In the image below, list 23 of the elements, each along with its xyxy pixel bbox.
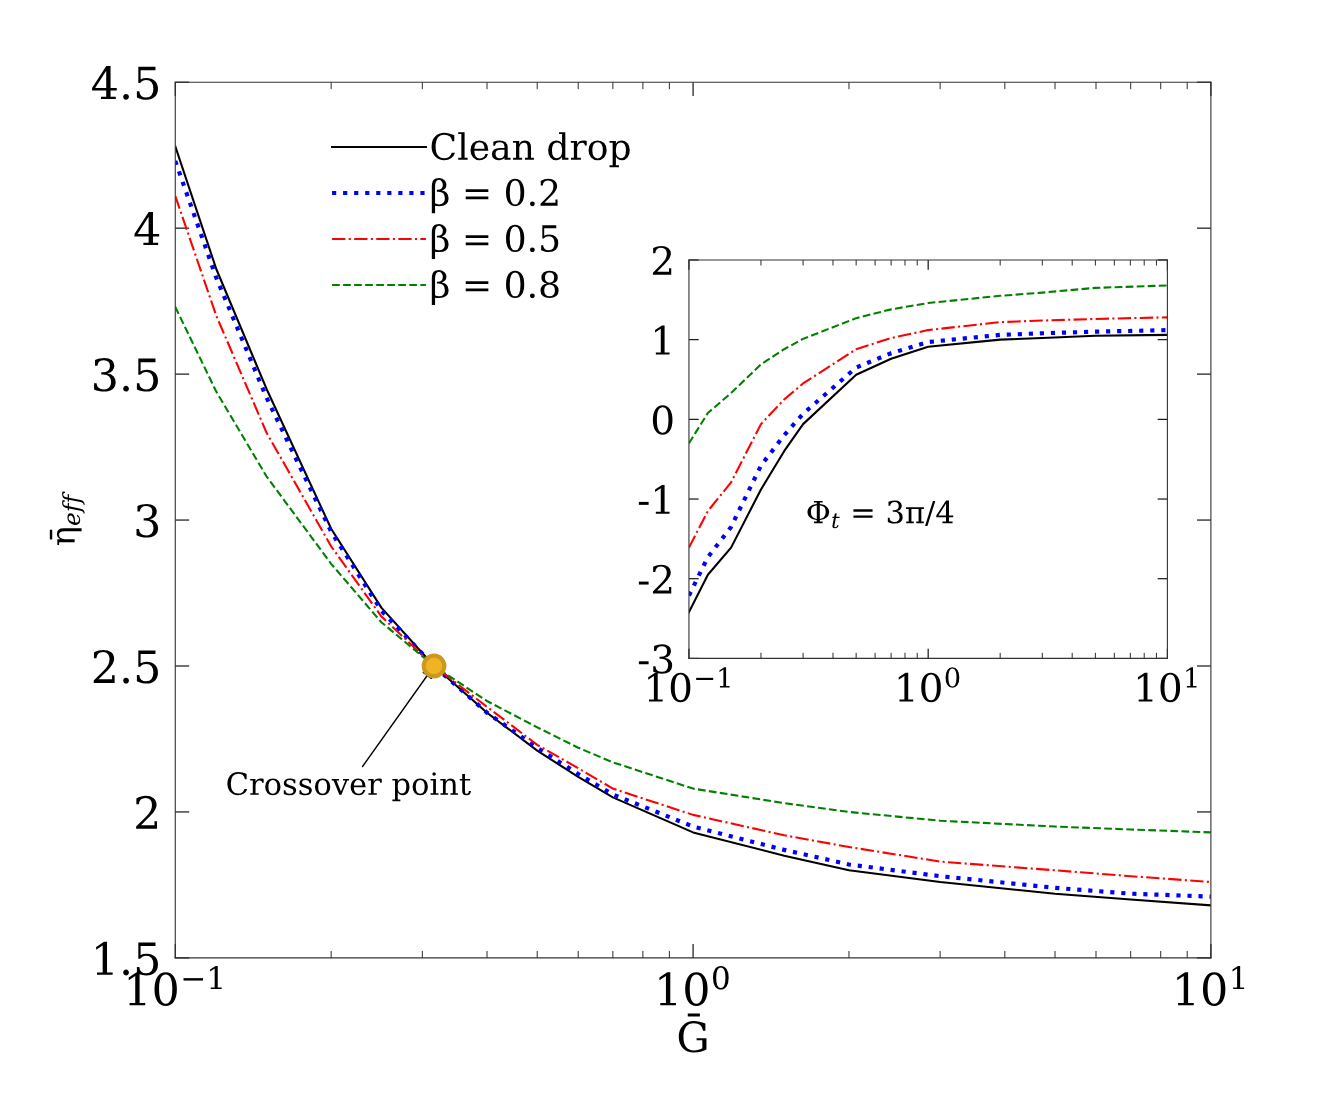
y-tick-label: -2 bbox=[638, 564, 672, 594]
y-tick-label: 4 bbox=[134, 212, 160, 246]
y-axis-title: η̄$_{eff}$ bbox=[49, 491, 85, 546]
x-tick-label: 10$^{1}$ bbox=[1177, 966, 1245, 1006]
legend-label: β = 0.2 bbox=[431, 178, 558, 214]
x-tick-label: 10$^{0}$ bbox=[898, 667, 960, 703]
x-tick-label: 10$^{1}$ bbox=[1137, 667, 1197, 703]
x-tick-label: 10$^{0}$ bbox=[659, 966, 729, 1006]
y-tick-label: 2 bbox=[652, 245, 672, 275]
annotation: Φ$_{t}$ = 3π/4 bbox=[807, 500, 954, 529]
x-axis-title: Ḡ bbox=[678, 1013, 707, 1053]
y-tick-label: -1 bbox=[638, 484, 670, 514]
annotation: Crossover point bbox=[227, 772, 471, 802]
y-tick-label: 2.5 bbox=[93, 649, 158, 684]
y-tick-label: 2 bbox=[136, 795, 158, 829]
y-tick-label: 1 bbox=[655, 325, 670, 355]
y-tick-label: 4.5 bbox=[92, 66, 158, 100]
legend-label: Clean drop bbox=[431, 132, 630, 168]
legend-label: β = 0.5 bbox=[431, 223, 559, 260]
y-tick-label: 3 bbox=[136, 503, 159, 538]
y-tick-label: 0 bbox=[652, 405, 673, 435]
legend-label: β = 0.8 bbox=[431, 269, 559, 306]
y-tick-label: 3.5 bbox=[94, 358, 158, 392]
